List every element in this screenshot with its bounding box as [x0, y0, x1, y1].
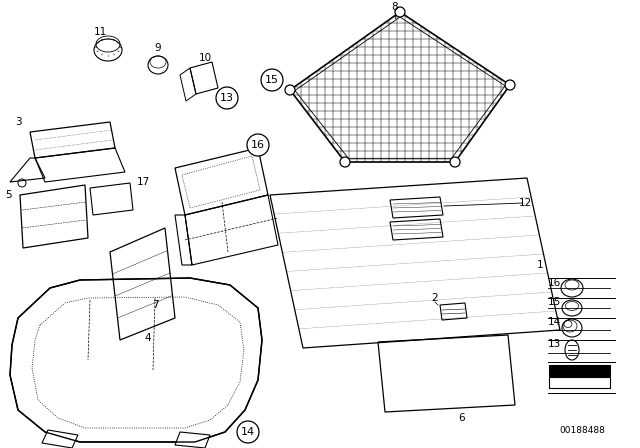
Text: 1: 1 [537, 260, 543, 270]
Text: 16: 16 [547, 278, 561, 288]
Text: 6: 6 [459, 413, 465, 423]
Text: 2: 2 [432, 293, 438, 303]
Polygon shape [10, 278, 262, 442]
Text: 00188488: 00188488 [559, 426, 605, 435]
Text: 15: 15 [265, 75, 279, 85]
Text: 12: 12 [518, 198, 532, 208]
Text: 4: 4 [145, 333, 151, 343]
Text: 5: 5 [4, 190, 12, 200]
Text: 10: 10 [198, 53, 212, 63]
Text: 16: 16 [251, 140, 265, 150]
Circle shape [505, 80, 515, 90]
Circle shape [261, 69, 283, 91]
Polygon shape [42, 430, 78, 448]
Text: 17: 17 [136, 177, 150, 187]
Circle shape [216, 87, 238, 109]
Polygon shape [549, 365, 610, 376]
Text: 14: 14 [547, 317, 561, 327]
Text: 3: 3 [15, 117, 21, 127]
Circle shape [247, 134, 269, 156]
Text: 8: 8 [392, 2, 398, 12]
Text: 7: 7 [152, 300, 158, 310]
Circle shape [237, 421, 259, 443]
Circle shape [395, 7, 405, 17]
Circle shape [340, 157, 350, 167]
Text: 14: 14 [241, 427, 255, 437]
Text: 15: 15 [547, 297, 561, 307]
Text: 13: 13 [220, 93, 234, 103]
PathPatch shape [290, 12, 510, 162]
Text: 13: 13 [547, 339, 561, 349]
Text: 9: 9 [155, 43, 161, 53]
Text: 11: 11 [93, 27, 107, 37]
Polygon shape [175, 432, 210, 448]
Circle shape [285, 85, 295, 95]
Circle shape [450, 157, 460, 167]
